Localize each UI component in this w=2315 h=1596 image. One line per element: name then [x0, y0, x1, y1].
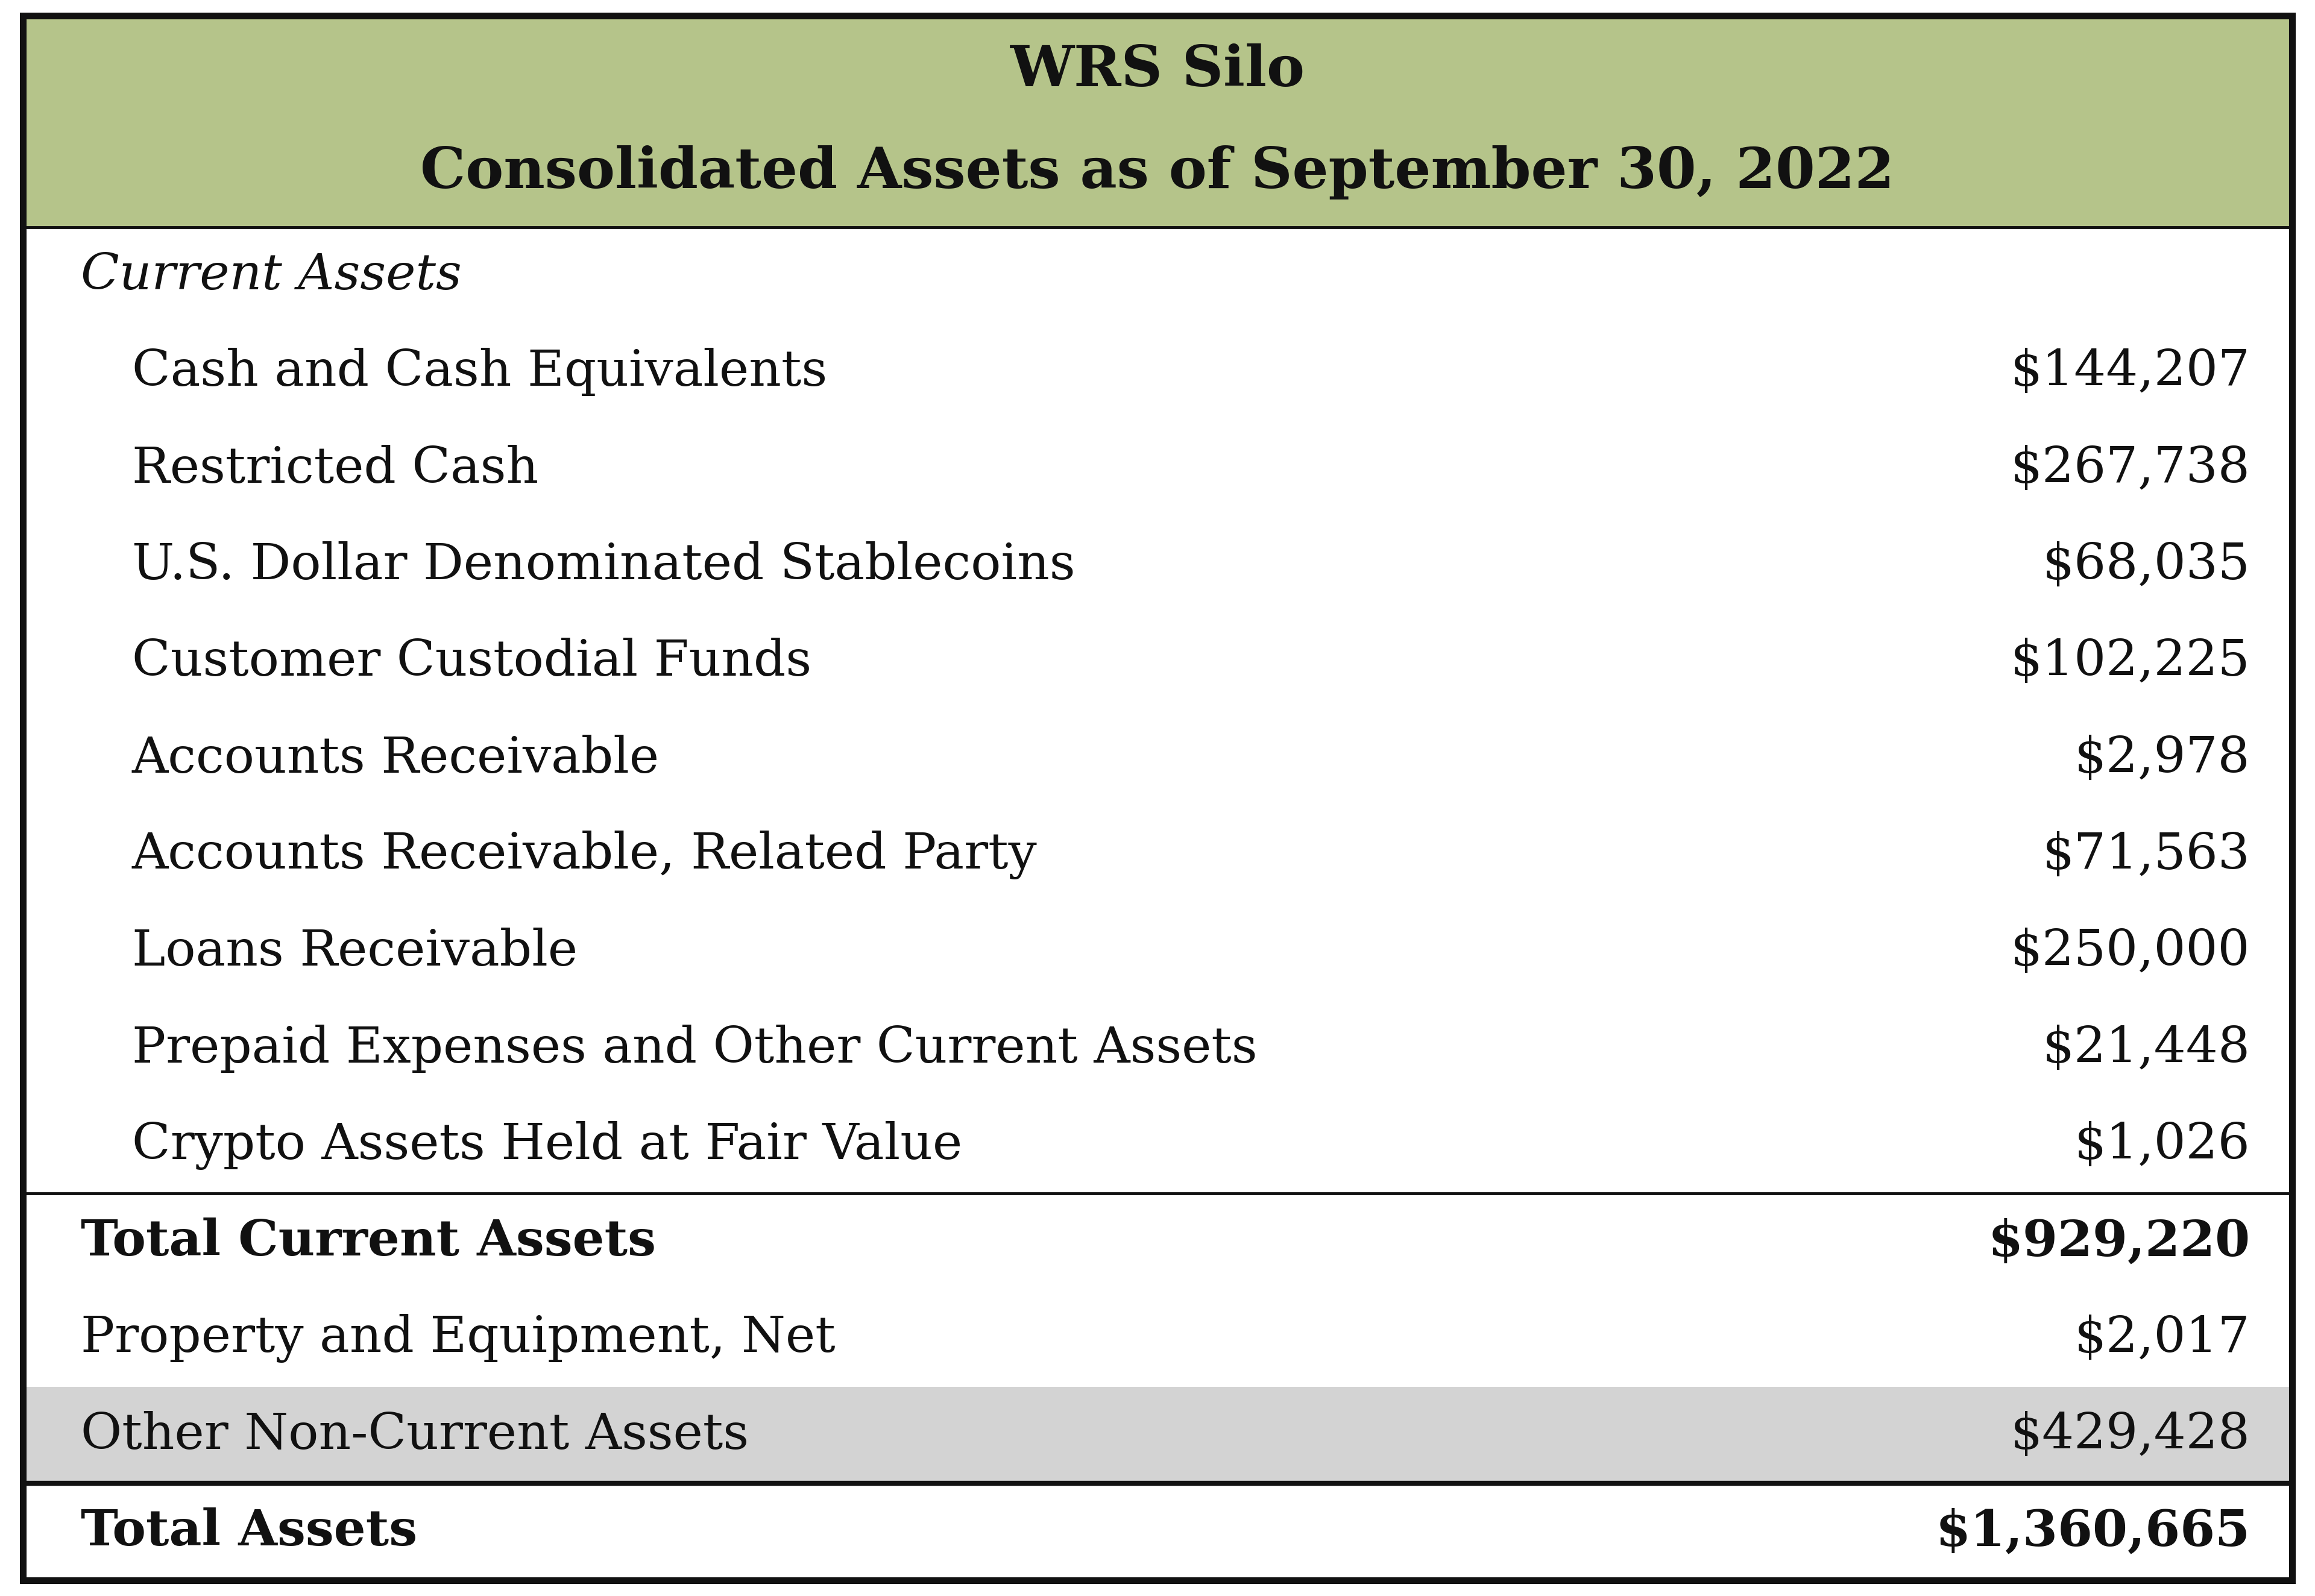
Text: $929,220: $929,220: [1989, 1218, 2250, 1266]
Text: Customer Custodial Funds: Customer Custodial Funds: [132, 638, 813, 686]
Text: $2,017: $2,017: [2074, 1315, 2250, 1363]
Text: $1,360,665: $1,360,665: [1935, 1508, 2250, 1556]
Text: $429,428: $429,428: [2009, 1411, 2250, 1459]
Text: Restricted Cash: Restricted Cash: [132, 445, 539, 493]
Bar: [23, 1387, 2292, 1483]
Text: $267,738: $267,738: [2009, 445, 2250, 493]
Text: WRS Silo: WRS Silo: [1009, 43, 1306, 97]
Text: Prepaid Expenses and Other Current Assets: Prepaid Expenses and Other Current Asset…: [132, 1025, 1257, 1073]
Text: Property and Equipment, Net: Property and Equipment, Net: [81, 1314, 836, 1363]
Text: Other Non-Current Assets: Other Non-Current Assets: [81, 1411, 750, 1459]
Text: Crypto Assets Held at Fair Value: Crypto Assets Held at Fair Value: [132, 1120, 963, 1170]
Text: $102,225: $102,225: [2009, 638, 2250, 686]
Text: $68,035: $68,035: [2042, 541, 2250, 589]
Text: $2,978: $2,978: [2074, 734, 2250, 782]
Bar: [23, 227, 2292, 1580]
Text: Consolidated Assets as of September 30, 2022: Consolidated Assets as of September 30, …: [421, 145, 1894, 200]
Text: Total Assets: Total Assets: [81, 1508, 417, 1556]
Text: Loans Receivable: Loans Receivable: [132, 927, 576, 977]
Text: Total Current Assets: Total Current Assets: [81, 1218, 655, 1266]
Text: Accounts Receivable: Accounts Receivable: [132, 734, 660, 782]
Text: $21,448: $21,448: [2042, 1025, 2250, 1073]
Text: U.S. Dollar Denominated Stablecoins: U.S. Dollar Denominated Stablecoins: [132, 541, 1074, 589]
Text: Current Assets: Current Assets: [81, 251, 463, 300]
Text: Accounts Receivable, Related Party: Accounts Receivable, Related Party: [132, 832, 1037, 879]
Text: $144,207: $144,207: [2009, 348, 2250, 396]
Bar: [23, 16, 2292, 227]
Text: $1,026: $1,026: [2074, 1120, 2250, 1170]
Text: $71,563: $71,563: [2042, 832, 2250, 879]
Text: $250,000: $250,000: [2009, 927, 2250, 977]
Text: Cash and Cash Equivalents: Cash and Cash Equivalents: [132, 348, 826, 396]
